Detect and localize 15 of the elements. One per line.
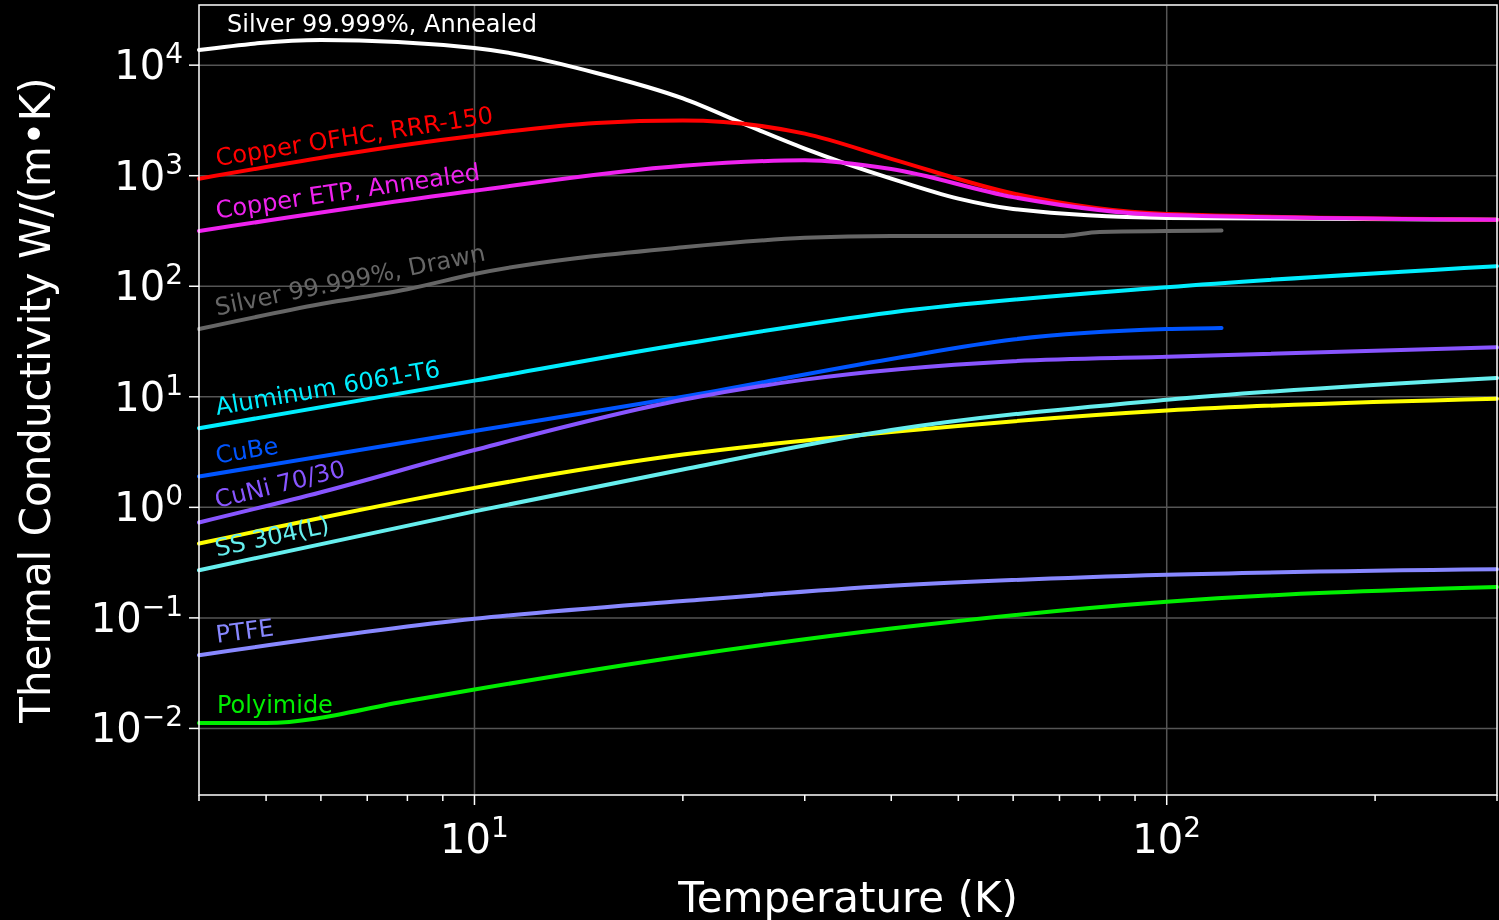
y-tick-label: 10$^{−2}$ [90,699,183,752]
y-tick-label: 10$^{1}$ [114,368,183,420]
y-tick-label: 10$^{−1}$ [90,589,183,641]
y-tick-label: 10$^{3}$ [114,147,183,199]
y-tick-label: 10$^{2}$ [114,257,183,310]
y-tick-label: 10$^{4}$ [114,36,183,89]
text: Aluminum 6061-T6 [213,354,442,422]
series-label: Polyimide [217,691,333,719]
y-axis-title: Thermal Conductivity W/(m•K) [11,77,60,724]
text: SS 304(L) [212,510,332,563]
text: CuBe [213,431,281,470]
y-tick-label: 10$^{0}$ [114,478,183,531]
series-label: Silver 99.999%, Annealed [227,10,538,38]
text: Silver 99.999%, Drawn [212,238,488,322]
text: PTFE [214,613,276,649]
